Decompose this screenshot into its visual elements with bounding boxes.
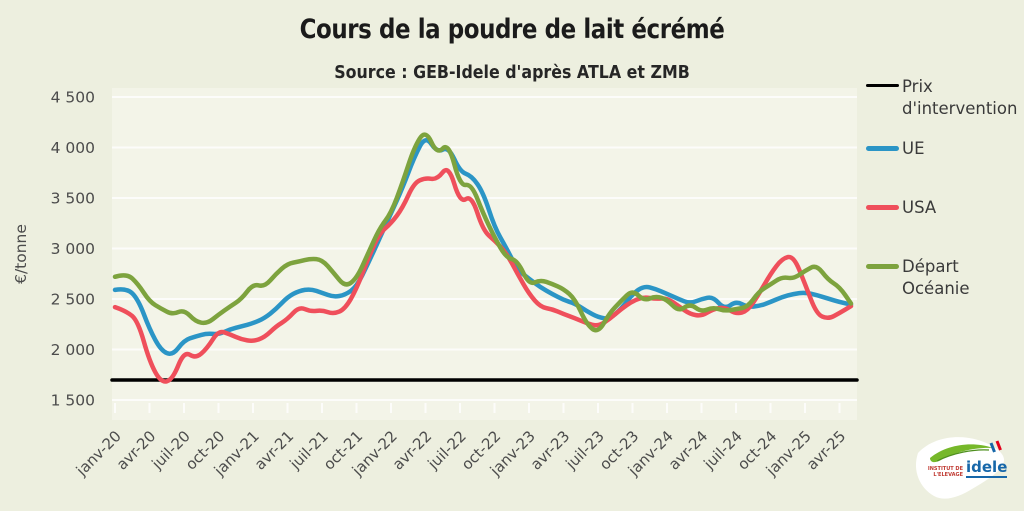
depart-oceanie-line-swatch bbox=[866, 264, 899, 269]
legend-item-prix-intervention: Prix d'intervention bbox=[866, 76, 1022, 120]
ue-line-swatch bbox=[866, 146, 899, 151]
y-axis-title: €/tonne bbox=[12, 224, 30, 284]
legend-label: Départ Océanie bbox=[902, 257, 970, 298]
legend-item-ue: UE bbox=[866, 138, 1022, 160]
logo-flag-red bbox=[995, 440, 1002, 451]
idele-logo-shape bbox=[915, 437, 1005, 499]
legend-item-depart-oceanie: Départ Océanie bbox=[866, 256, 1022, 300]
page-title: Cours de la poudre de lait écrémé bbox=[299, 14, 725, 45]
usa-line-swatch bbox=[866, 205, 899, 210]
x-tick-label: avr-24 bbox=[665, 427, 712, 474]
logo-background-blob bbox=[915, 437, 1005, 499]
idele-logo: INSTITUT DE L'ELEVAGE idele bbox=[903, 429, 1017, 507]
y-tick-label: 3 000 bbox=[51, 240, 95, 258]
x-tick-label: janv-20 bbox=[72, 427, 125, 480]
chart-subtitle: Source : GEB-Idele d'après ATLA et ZMB bbox=[334, 62, 690, 83]
prix-intervention-line-swatch bbox=[866, 84, 899, 87]
y-tick-label: 4 000 bbox=[51, 139, 95, 157]
logo-leaf-swoosh bbox=[930, 444, 993, 463]
y-tick-label: 3 500 bbox=[51, 190, 95, 208]
logo-institute-text: INSTITUT DE L'ELEVAGE bbox=[927, 466, 963, 478]
logo-leaf-stem bbox=[936, 449, 990, 462]
x-tick-label: avr-21 bbox=[251, 427, 298, 474]
legend-label: Prix d'intervention bbox=[902, 77, 1018, 118]
x-tick-label: avr-20 bbox=[113, 427, 160, 474]
y-tick-label: 2 000 bbox=[51, 341, 95, 359]
legend-label: UE bbox=[902, 139, 925, 158]
logo-name-text: idele bbox=[966, 458, 1008, 478]
line-depart-oceanie bbox=[112, 132, 854, 333]
y-tick-label: 2 500 bbox=[51, 291, 95, 309]
x-tick-label: avr-22 bbox=[389, 427, 436, 474]
legend-label: USA bbox=[902, 198, 937, 217]
chart-legend: Prix d'intervention UE USA Départ Océani… bbox=[866, 0, 1024, 420]
x-tick-label: avr-25 bbox=[803, 427, 850, 474]
x-tick-label: avr-23 bbox=[527, 427, 574, 474]
logo-flag-blue bbox=[989, 442, 996, 453]
legend-item-usa: USA bbox=[866, 197, 1022, 219]
plot-area bbox=[112, 88, 857, 420]
y-tick-label: 1 500 bbox=[51, 392, 95, 410]
y-tick-label: 4 500 bbox=[51, 89, 95, 107]
